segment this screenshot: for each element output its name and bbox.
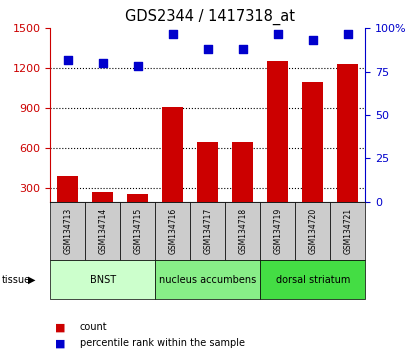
Text: ▶: ▶	[28, 275, 35, 285]
Point	[100, 60, 106, 66]
Point	[344, 31, 351, 36]
Bar	[197, 142, 218, 228]
Text: GSM134721: GSM134721	[344, 208, 352, 254]
Text: GSM134715: GSM134715	[134, 208, 142, 254]
Bar	[163, 107, 184, 228]
Text: dorsal striatum: dorsal striatum	[276, 275, 350, 285]
Text: GDS2344 / 1417318_at: GDS2344 / 1417318_at	[125, 9, 295, 25]
Text: ■: ■	[55, 338, 65, 348]
Text: count: count	[80, 322, 108, 332]
Point	[65, 57, 71, 62]
Point	[310, 38, 316, 43]
Text: GSM134714: GSM134714	[98, 208, 108, 254]
Point	[239, 46, 246, 52]
Bar	[337, 64, 358, 228]
Bar	[58, 176, 79, 228]
Text: GSM134717: GSM134717	[203, 208, 213, 254]
Text: GSM134720: GSM134720	[308, 208, 318, 254]
Text: GSM134718: GSM134718	[239, 208, 247, 254]
Text: percentile rank within the sample: percentile rank within the sample	[80, 338, 245, 348]
Bar	[232, 142, 253, 228]
Text: ■: ■	[55, 322, 65, 332]
Bar	[127, 194, 148, 228]
Text: nucleus accumbens: nucleus accumbens	[159, 275, 257, 285]
Bar	[92, 193, 113, 228]
Bar	[302, 82, 323, 228]
Point	[170, 31, 176, 36]
Text: BNST: BNST	[90, 275, 116, 285]
Bar	[268, 61, 289, 228]
Text: GSM134719: GSM134719	[273, 208, 282, 254]
Point	[275, 31, 281, 36]
Point	[205, 46, 211, 52]
Point	[134, 64, 141, 69]
Text: tissue: tissue	[2, 275, 31, 285]
Text: GSM134713: GSM134713	[63, 208, 72, 254]
Text: GSM134716: GSM134716	[168, 208, 177, 254]
